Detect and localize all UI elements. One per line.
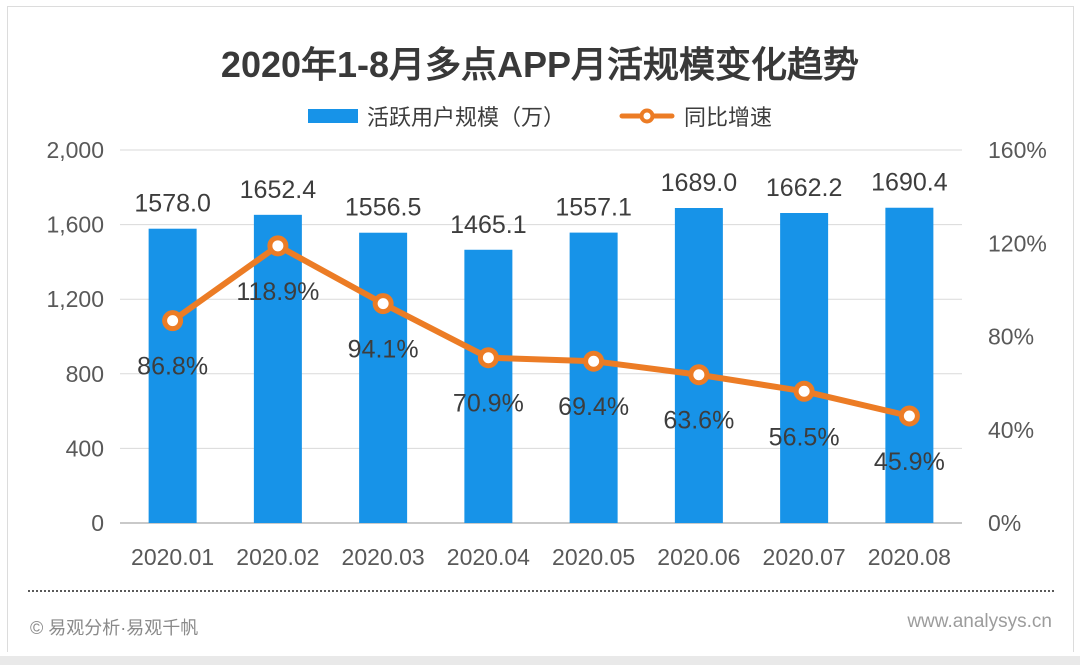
bar-value-label: 1689.0: [661, 169, 737, 197]
bar-value-label: 1557.1: [555, 194, 631, 222]
bar-value-label: 1652.4: [240, 176, 317, 204]
y-axis-tick-label: 1,600: [46, 212, 104, 238]
footer-website-link[interactable]: www.analysys.cn: [907, 611, 1052, 632]
legend-label-growth: 同比增速: [684, 105, 773, 130]
bar: [253, 214, 302, 523]
legend-item-active-users: 活跃用户规模（万）: [307, 100, 565, 132]
bar: [148, 228, 197, 523]
x-axis-tick-label: 2020.03: [342, 544, 425, 570]
bar-value-label: 1465.1: [450, 211, 526, 239]
x-axis-tick-label: 2020.02: [236, 544, 319, 570]
y-axis-tick-label: 800: [66, 361, 104, 387]
x-axis-tick-label: 2020.01: [131, 544, 214, 570]
chart-title: 2020年1-8月多点APP月活规模变化趋势: [220, 44, 860, 85]
growth-marker: [477, 347, 499, 369]
growth-value-label: 69.4%: [558, 393, 629, 421]
x-axis-tick-label: 2020.06: [657, 544, 740, 570]
x-axis-tick-label: 2020.05: [552, 544, 635, 570]
legend: 活跃用户规模（万） 同比增速: [0, 100, 1080, 132]
bar-value-label: 1556.5: [345, 194, 421, 222]
footer-copyright: © 易观分析·易观千帆: [30, 618, 199, 638]
y-axis-tick-label: 1,200: [46, 286, 104, 312]
x-axis-tick-label: 2020.07: [763, 544, 846, 570]
y2-axis-tick-label: 40%: [988, 417, 1034, 443]
bar: [780, 212, 829, 523]
growth-value-label: 45.9%: [874, 448, 945, 476]
y2-axis-tick-label: 0%: [988, 510, 1021, 536]
growth-marker: [793, 380, 815, 402]
x-axis-tick-label: 2020.08: [868, 544, 951, 570]
bar-value-label: 1662.2: [766, 174, 842, 202]
y-axis-tick-label: 400: [66, 435, 104, 461]
growth-value-label: 70.9%: [453, 390, 524, 418]
growth-marker: [267, 235, 289, 257]
bar: [885, 207, 934, 523]
growth-value-label: 86.8%: [137, 353, 208, 381]
bar: [359, 232, 408, 523]
x-axis-tick-label: 2020.04: [447, 544, 530, 570]
growth-value-label: 56.5%: [769, 423, 840, 451]
growth-value-label: 63.6%: [663, 407, 734, 435]
y-axis-tick-label: 0: [91, 510, 104, 536]
growth-marker: [372, 293, 394, 315]
bar-value-label: 1578.0: [134, 190, 210, 218]
bar: [569, 232, 618, 524]
legend-label-active-users: 活跃用户规模（万）: [366, 105, 565, 130]
y2-axis-tick-label: 160%: [988, 137, 1047, 163]
y2-axis-tick-label: 120%: [988, 230, 1047, 256]
growth-value-label: 118.9%: [236, 278, 319, 306]
growth-value-label: 94.1%: [348, 336, 419, 364]
legend-bar-swatch: [307, 109, 358, 123]
bar-value-label: 1690.4: [871, 169, 948, 197]
growth-marker: [688, 364, 710, 386]
bottom-strip: [0, 656, 1080, 665]
bar: [464, 249, 513, 523]
growth-marker: [583, 350, 605, 372]
growth-marker: [898, 405, 920, 427]
growth-line: [169, 242, 913, 419]
y2-axis-tick-label: 80%: [988, 324, 1034, 350]
legend-line-marker-icon: [619, 108, 675, 124]
dotted-divider: [28, 590, 1054, 592]
growth-marker: [162, 310, 184, 332]
legend-item-growth: 同比增速: [619, 100, 772, 132]
y-axis-tick-label: 2,000: [46, 137, 104, 163]
